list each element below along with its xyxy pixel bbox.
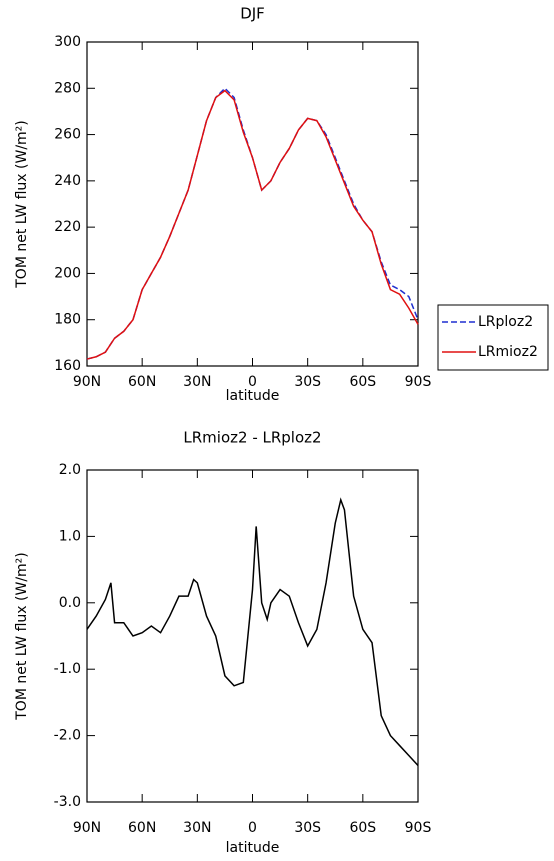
y-tick-label: -3.0 bbox=[54, 794, 81, 810]
x-tick-label: 30S bbox=[294, 374, 321, 390]
series-line bbox=[86, 87, 419, 360]
legend-box bbox=[437, 304, 549, 371]
y-tick-label: 0.0 bbox=[59, 595, 81, 611]
y-tick-label: 1.0 bbox=[59, 528, 81, 544]
x-tick-label: 30S bbox=[294, 820, 321, 836]
y-axis-label: TOM net LW flux (W/m²) bbox=[14, 552, 30, 721]
plot-frame bbox=[86, 41, 419, 367]
x-tick-label: 90N bbox=[73, 374, 101, 390]
data-line bbox=[86, 497, 419, 766]
y-tick-label: 180 bbox=[54, 312, 81, 328]
x-axis-label: latitude bbox=[226, 840, 280, 856]
y-tick-label: 2.0 bbox=[59, 462, 81, 478]
y-tick-label: -2.0 bbox=[54, 728, 81, 744]
x-axis-label: latitude bbox=[226, 388, 280, 404]
chart-title: DJF bbox=[240, 5, 265, 23]
x-tick-label: 60S bbox=[349, 374, 376, 390]
x-tick-label: 60N bbox=[128, 374, 156, 390]
y-tick-label: 280 bbox=[54, 80, 81, 96]
x-tick-label: 60S bbox=[349, 820, 376, 836]
x-tick-label: 30N bbox=[183, 820, 211, 836]
y-axis-label: TOM net LW flux (W/m²) bbox=[14, 120, 30, 289]
x-tick-label: 0 bbox=[248, 820, 257, 836]
y-tick-label: 260 bbox=[54, 127, 81, 143]
y-tick-label: 300 bbox=[54, 34, 81, 50]
series-line bbox=[86, 89, 419, 360]
x-tick-label: 90N bbox=[73, 820, 101, 836]
chart-title: LRmioz2 - LRploz2 bbox=[183, 429, 321, 447]
x-tick-label: 0 bbox=[248, 374, 257, 390]
x-tick-label: 60N bbox=[128, 820, 156, 836]
y-tick-label: 220 bbox=[54, 219, 81, 235]
legend-label: LRmioz2 bbox=[478, 344, 538, 360]
y-tick-label: 240 bbox=[54, 173, 81, 189]
y-tick-label: -1.0 bbox=[54, 661, 81, 677]
y-tick-label: 200 bbox=[54, 265, 81, 281]
x-tick-label: 30N bbox=[183, 374, 211, 390]
x-tick-label: 90S bbox=[405, 374, 432, 390]
plot-frame bbox=[86, 469, 419, 803]
x-tick-label: 90S bbox=[405, 820, 432, 836]
legend-label: LRploz2 bbox=[478, 314, 533, 330]
y-tick-label: 160 bbox=[54, 358, 81, 374]
